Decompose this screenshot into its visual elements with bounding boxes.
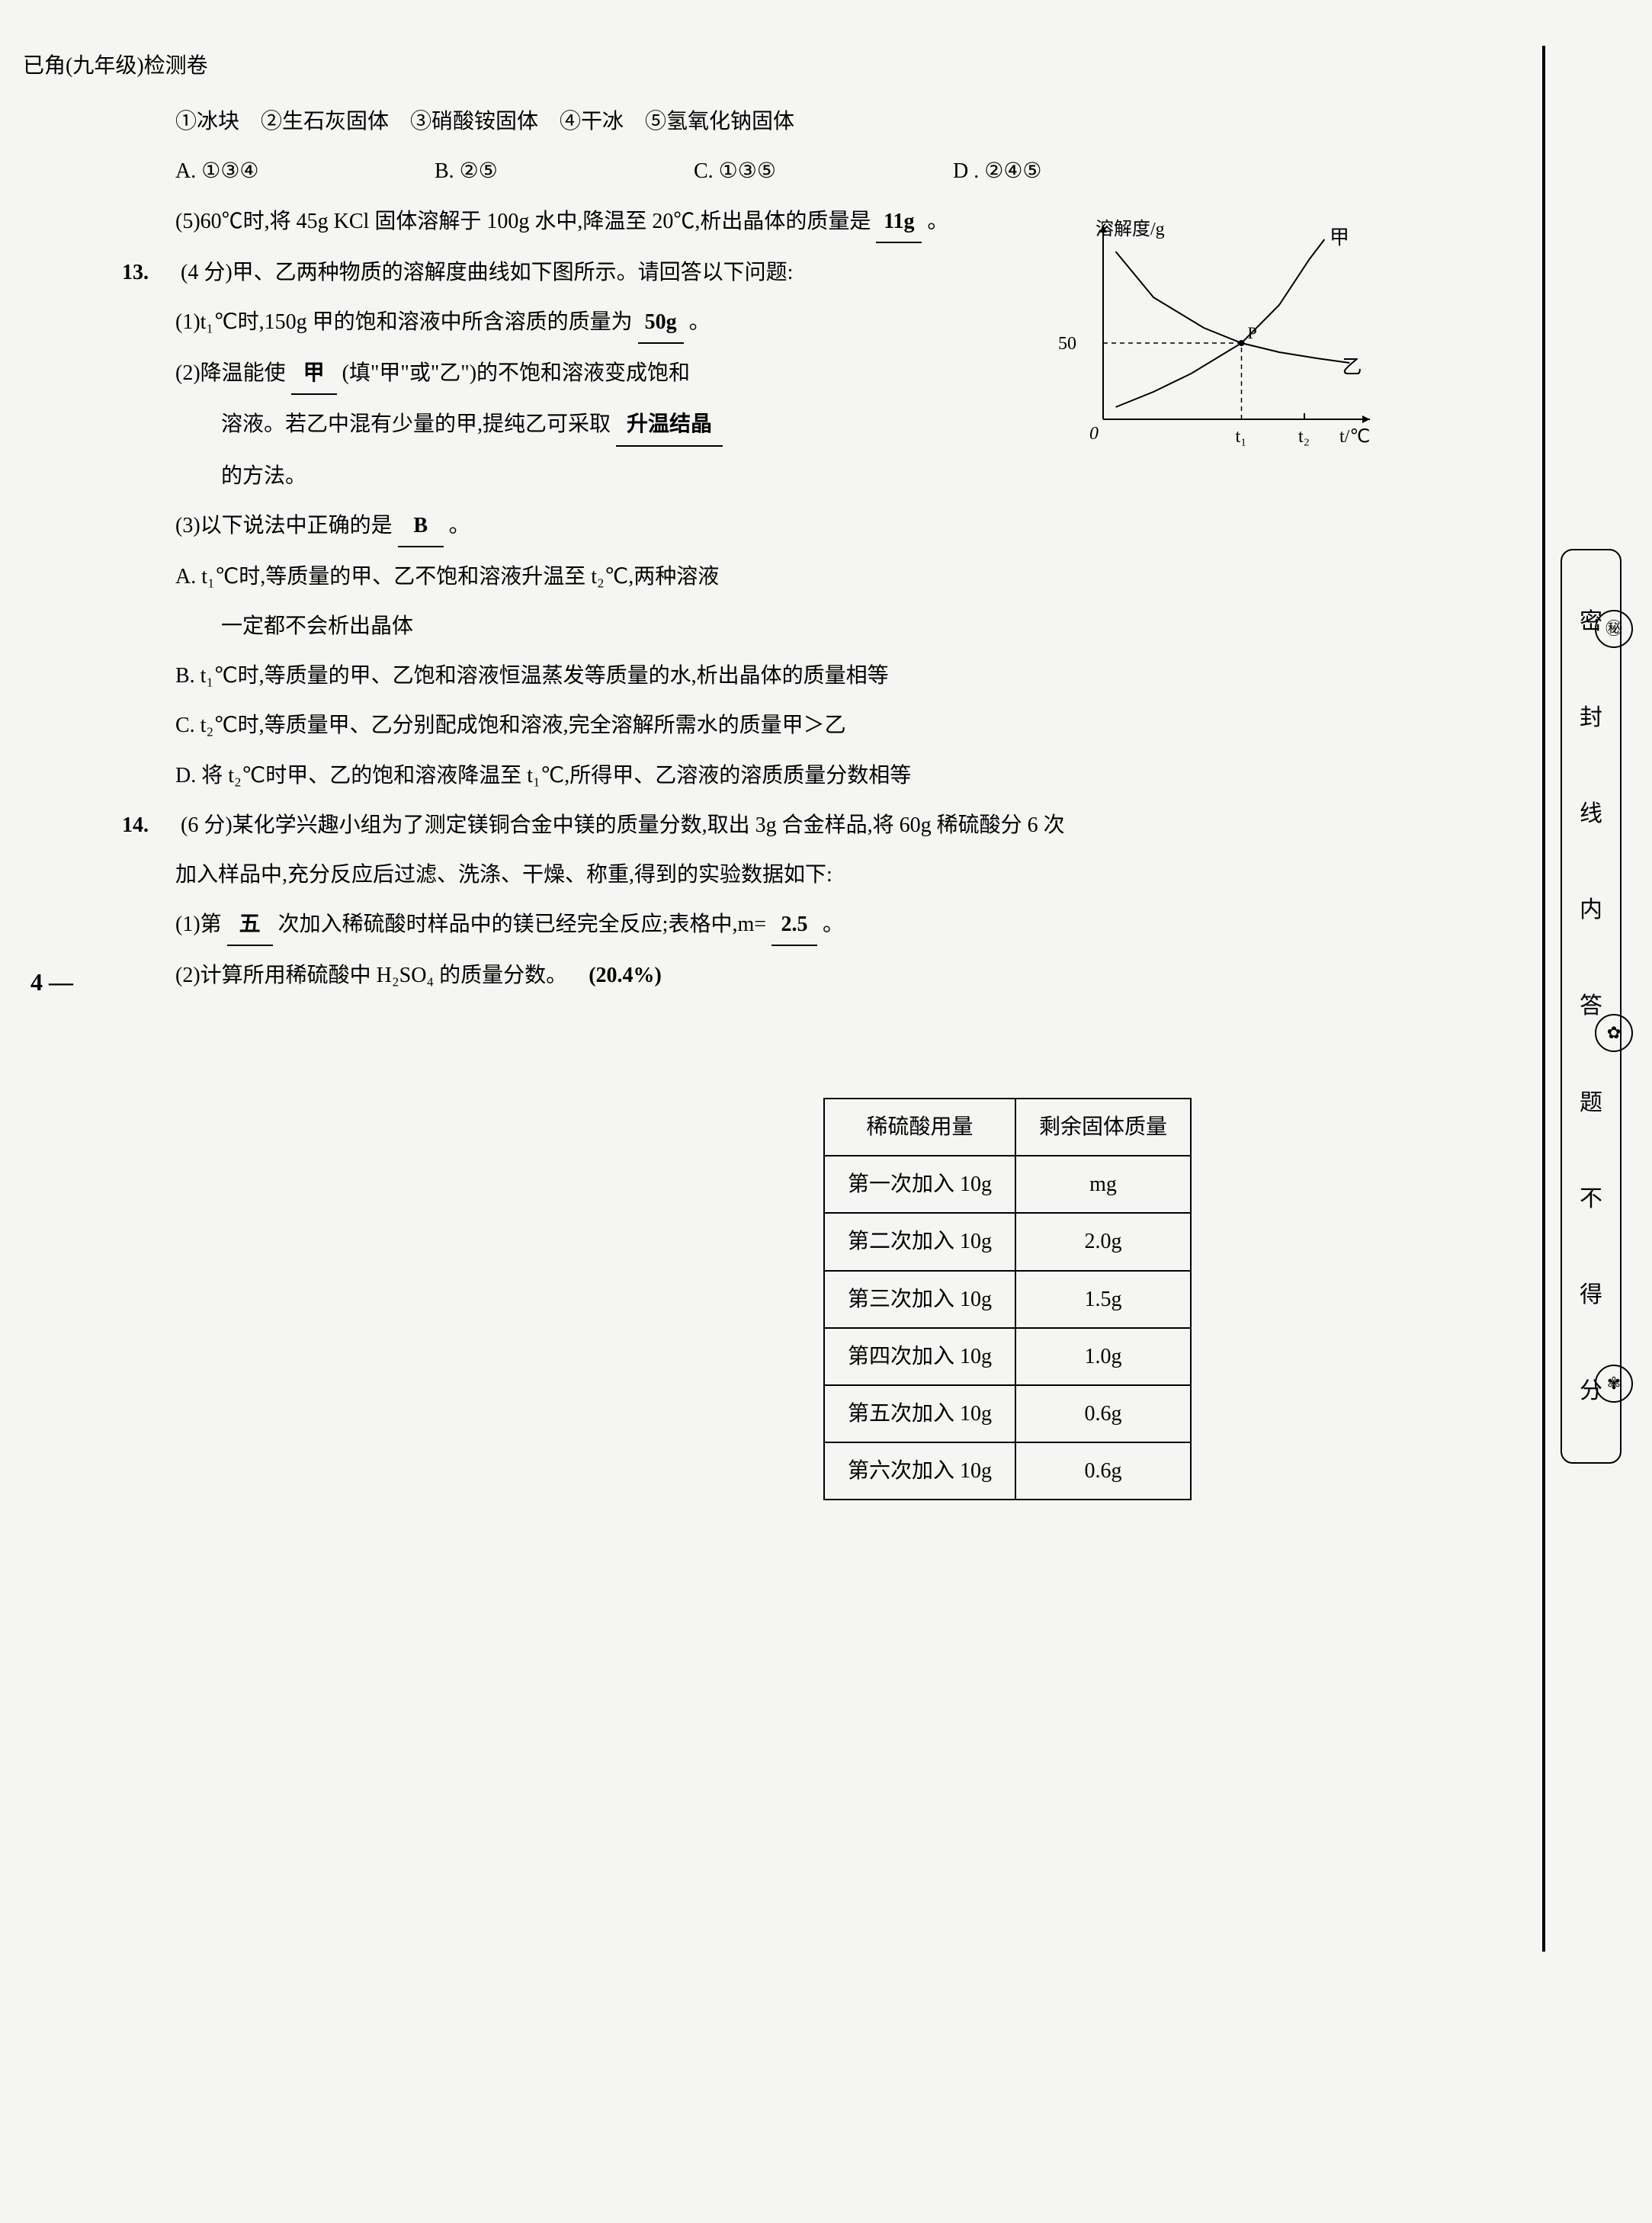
table-cell: 第三次加入 10g (824, 1271, 1015, 1328)
table-row: 第二次加入 10g2.0g (824, 1213, 1191, 1270)
option-c: C. ①③⑤ (694, 151, 953, 191)
th-acid: 稀硫酸用量 (824, 1099, 1015, 1156)
seal-char: 答 (1580, 984, 1602, 1028)
svg-text:0: 0 (1089, 424, 1099, 444)
q13-2b-text: 溶液。若乙中混有少量的甲,提纯乙可采取 (221, 412, 611, 436)
q13-2-mid: (填"甲"或"乙")的不饱和溶液变成饱和 (342, 361, 690, 385)
solubility-chart: P 50 0 t₁ t₂ t/℃ 溶解度/g 甲乙 (1057, 213, 1385, 457)
q14-1-ans1: 五 (227, 904, 273, 946)
svg-text:t₂: t₂ (1298, 427, 1310, 447)
seal-char: 得 (1580, 1273, 1602, 1317)
seal-char: 内 (1580, 888, 1602, 932)
table-row: 第一次加入 10gmg (824, 1156, 1191, 1213)
q13-head-text: (4 分)甲、乙两种物质的溶解度曲线如下图所示。请回答以下问题: (181, 261, 793, 284)
table-cell: mg (1015, 1156, 1191, 1213)
table-cell: 0.6g (1015, 1442, 1191, 1500)
svg-text:t/℃: t/℃ (1339, 427, 1370, 447)
svg-text:乙: 乙 (1342, 356, 1362, 378)
q14-1-suffix: 。 (823, 913, 844, 936)
svg-text:P: P (1248, 323, 1257, 342)
q12-5-text: (5)60℃时,将 45g KCl 固体溶解于 100g 水中,降温至 20℃,… (175, 210, 871, 233)
seal-line-box: 密封线内答题不得分 (1561, 549, 1622, 1464)
table-cell: 第四次加入 10g (824, 1328, 1015, 1385)
q14-1-prefix: (1)第 (175, 913, 222, 936)
table-row: 第六次加入 10g0.6g (824, 1442, 1191, 1500)
table-cell: 第五次加入 10g (824, 1385, 1015, 1442)
table-cell: 1.5g (1015, 1271, 1191, 1328)
items-line: ①冰块 ②生石灰固体 ③硝酸铵固体 ④干冰 ⑤氢氧化钠固体 (175, 101, 1332, 142)
table-cell: 2.0g (1015, 1213, 1191, 1270)
table-row: 第五次加入 10g0.6g (824, 1385, 1191, 1442)
q14-2-answer: (20.4%) (589, 964, 662, 987)
table-cell: 1.0g (1015, 1328, 1191, 1385)
q14-head1: 14. (6 分)某化学兴趣小组为了测定镁铜合金中镁的质量分数,取出 3g 合金… (175, 805, 1332, 845)
svg-text:t₁: t₁ (1236, 427, 1247, 447)
seal-char: 不 (1580, 1177, 1602, 1221)
q13-2-ans1: 甲 (291, 353, 337, 395)
q13-3-prefix: (3)以下说法中正确的是 (175, 514, 393, 537)
q12-options: A. ①③④ B. ②⑤ C. ①③⑤ D . ②④⑤ (175, 151, 1332, 191)
q13-1-text: (1)t₁℃时,150g 甲的饱和溶液中所含溶质的质量为 (175, 310, 633, 334)
table-cell: 0.6g (1015, 1385, 1191, 1442)
q14-head1-text: (6 分)某化学兴趣小组为了测定镁铜合金中镁的质量分数,取出 3g 合金样品,将… (181, 813, 1065, 837)
page-header: 已角(九年级)检测卷 (23, 46, 1591, 86)
q14-2: (2)计算所用稀硫酸中 H₂SO₄ 的质量分数。 (20.4%) (175, 955, 1332, 996)
q13-2c: 的方法。 (175, 456, 1332, 496)
margin-rule (1542, 46, 1545, 1952)
q14-1-mid: 次加入稀硫酸时样品中的镁已经完全反应;表格中,m= (278, 913, 766, 936)
q14-1: (1)第 五 次加入稀硫酸时样品中的镁已经完全反应;表格中,m= 2.5 。 (175, 904, 1332, 946)
table-row: 第四次加入 10g1.0g (824, 1328, 1191, 1385)
table-cell: 第一次加入 10g (824, 1156, 1015, 1213)
seal-char: 分 (1580, 1369, 1602, 1413)
q13-optD: D. 将 t₂℃时甲、乙的饱和溶液降温至 t₁℃,所得甲、乙溶液的溶质质量分数相… (175, 755, 1332, 796)
q13-optC: C. t₂℃时,等质量甲、乙分别配成饱和溶液,完全溶解所需水的质量甲＞乙 (175, 705, 1332, 746)
q13-2-prefix: (2)降温能使 (175, 361, 286, 385)
q13-3-answer: B (398, 505, 444, 547)
q13-optA1: A. t₁℃时,等质量的甲、乙不饱和溶液升温至 t₂℃,两种溶液 (175, 557, 1332, 597)
q13-3: (3)以下说法中正确的是 B 。 (175, 505, 1332, 547)
q13-3-suffix: 。 (449, 514, 470, 537)
table-cell: 第二次加入 10g (824, 1213, 1015, 1270)
q13-optB: B. t₁℃时,等质量的甲、乙饱和溶液恒温蒸发等质量的水,析出晶体的质量相等 (175, 656, 1332, 696)
table-cell: 第六次加入 10g (824, 1442, 1015, 1500)
seal-char: 封 (1580, 696, 1602, 739)
svg-text:溶解度/g: 溶解度/g (1095, 219, 1165, 239)
q13-1-answer: 50g (638, 302, 684, 344)
q14-num: 14. (122, 805, 175, 845)
page-number: 4 — (30, 959, 73, 1006)
q13-2-ans2: 升温结晶 (616, 404, 723, 446)
table-header-row: 稀硫酸用量 剩余固体质量 (824, 1099, 1191, 1156)
svg-text:甲: 甲 (1330, 226, 1349, 249)
option-b: B. ②⑤ (435, 151, 694, 191)
option-d: D . ②④⑤ (953, 151, 1105, 191)
th-solid: 剩余固体质量 (1015, 1099, 1191, 1156)
q12-5-answer: 11g (876, 201, 922, 243)
table-row: 第三次加入 10g1.5g (824, 1271, 1191, 1328)
seal-char: 密 (1580, 600, 1602, 643)
q12-5-suffix: 。 (927, 210, 948, 233)
q13-optA2: 一定都不会析出晶体 (175, 606, 1332, 646)
q14-head2: 加入样品中,充分反应后过滤、洗涤、干燥、称重,得到的实验数据如下: (175, 855, 1332, 895)
q13-num: 13. (122, 252, 175, 293)
q14-1-ans2: 2.5 (771, 904, 817, 946)
seal-char: 线 (1580, 792, 1602, 836)
svg-text:50: 50 (1058, 334, 1076, 354)
option-a: A. ①③④ (175, 151, 435, 191)
q13-1-suffix: 。 (689, 310, 711, 334)
q14-2-prefix: (2)计算所用稀硫酸中 H₂SO₄ 的质量分数。 (175, 964, 567, 987)
experiment-table: 稀硫酸用量 剩余固体质量 第一次加入 10gmg第二次加入 10g2.0g第三次… (823, 1098, 1192, 1500)
seal-char: 题 (1580, 1081, 1602, 1124)
